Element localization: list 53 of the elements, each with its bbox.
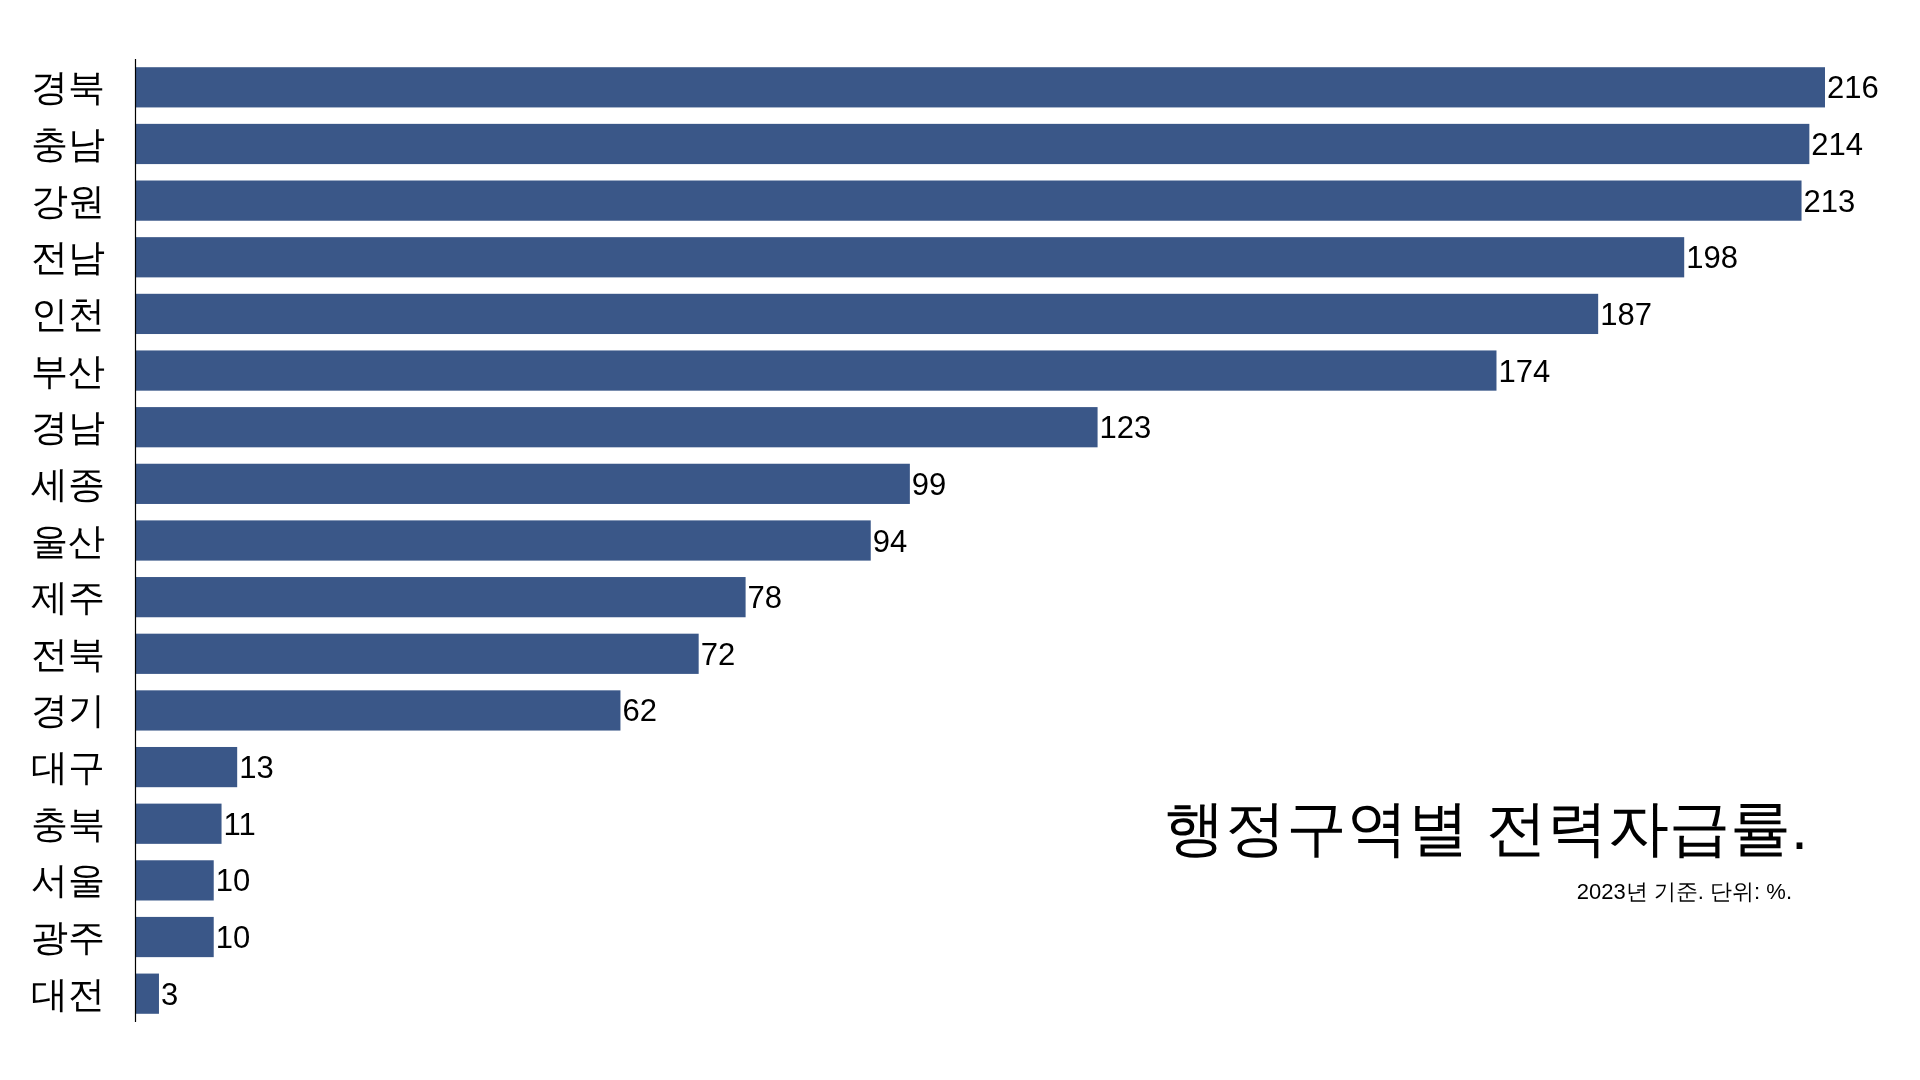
- y-tick-label: 인천: [31, 293, 105, 335]
- bar: [135, 577, 746, 618]
- bar: [135, 407, 1098, 448]
- data-label: 187: [1600, 296, 1652, 332]
- y-tick-label: 서울: [31, 860, 105, 902]
- y-tick-label: 부산: [31, 350, 105, 392]
- data-label: 94: [872, 523, 908, 559]
- data-label: 214: [1811, 126, 1864, 162]
- data-label: 10: [215, 920, 251, 956]
- bar: [135, 860, 214, 901]
- bar: [135, 293, 1599, 335]
- y-tick-label: 강원: [31, 180, 105, 222]
- data-label: 78: [747, 580, 783, 616]
- bar: [135, 803, 222, 844]
- y-tick-label: 경북: [31, 67, 105, 109]
- data-label: 123: [1099, 410, 1152, 446]
- y-tick-label: 충북: [31, 803, 105, 845]
- bar: [135, 973, 159, 1014]
- data-label: 99: [911, 466, 947, 502]
- bar: [135, 520, 871, 561]
- y-tick-label: 경기: [31, 690, 105, 732]
- y-tick-label: 제주: [31, 577, 105, 619]
- data-label: 216: [1827, 70, 1879, 106]
- data-label: 13: [239, 750, 274, 786]
- data-label: 62: [622, 693, 657, 729]
- y-tick-label: 울산: [31, 520, 105, 562]
- data-label: 213: [1803, 183, 1856, 219]
- bar: [135, 633, 699, 674]
- bar: [135, 746, 238, 788]
- annotation: 2023년 기준. 단위: %.: [1576, 879, 1792, 904]
- bar: [135, 67, 1825, 108]
- data-label: 72: [700, 636, 736, 672]
- data-label: 11: [223, 806, 256, 842]
- y-tick-label: 전남: [31, 237, 105, 279]
- y-tick-label: 경남: [31, 407, 105, 449]
- bar: [135, 916, 214, 958]
- bar: [135, 180, 1802, 221]
- y-tick-label: 세종: [31, 463, 105, 505]
- y-tick-label: 광주: [31, 917, 105, 959]
- data-label: 198: [1686, 240, 1738, 276]
- bar: [135, 237, 1685, 278]
- bar: [135, 690, 621, 731]
- y-tick-label: 전북: [31, 633, 105, 675]
- text: 행정구역별 전력자급률.: [1164, 794, 1808, 862]
- y-tick-label: 대구: [31, 747, 105, 789]
- y-tick-label: 대전: [31, 973, 105, 1015]
- data-label: 3: [160, 976, 179, 1012]
- bar: [135, 463, 910, 504]
- data-label: 10: [215, 863, 251, 899]
- data-label: 174: [1498, 353, 1551, 389]
- bar: [135, 123, 1810, 165]
- bar: [135, 350, 1497, 391]
- y-tick-label: 충남: [31, 123, 105, 165]
